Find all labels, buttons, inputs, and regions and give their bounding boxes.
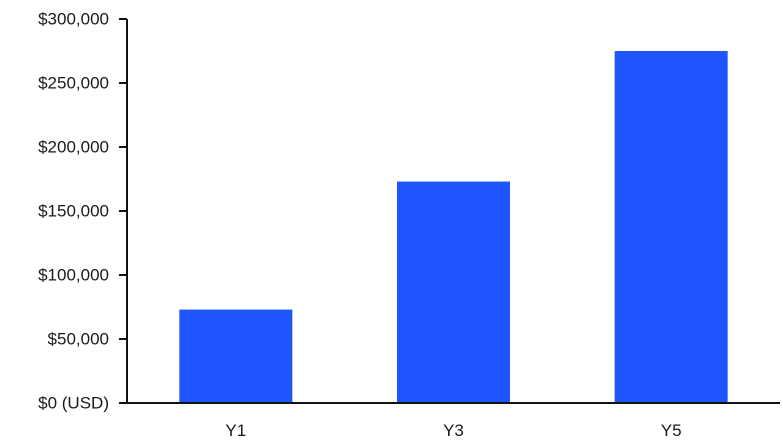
y-tick-label: $300,000 [38,10,109,29]
y-tick-label: $150,000 [38,202,109,221]
y-tick-labels: $0 (USD) $50,000 $100,000 $150,000 $200,000 $… [38,10,109,413]
y-tick-label: $200,000 [38,138,109,157]
bars [179,51,728,403]
x-category-label: Y1 [225,421,246,440]
y-tick-marks [119,18,127,404]
y-tick-label: $100,000 [38,266,109,285]
x-category-label: Y5 [661,421,682,440]
x-category-label: Y3 [443,421,464,440]
bar-y5 [614,51,728,403]
x-category-labels: Y1 Y3 Y5 [225,421,681,440]
y-tick-label: $250,000 [38,74,109,93]
y-tick-label: $50,000 [48,330,109,349]
bar-y1 [179,309,293,403]
y-tick-label: $0 (USD) [38,394,109,413]
bar-y3 [397,181,510,403]
